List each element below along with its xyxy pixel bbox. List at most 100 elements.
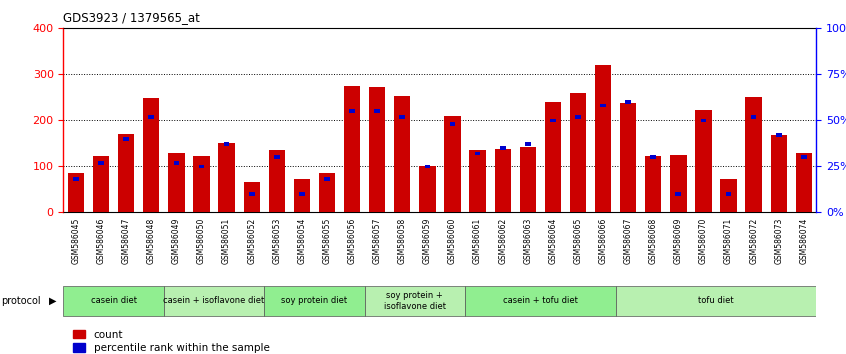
Bar: [645, 156, 662, 212]
Text: tofu diet: tofu diet: [698, 296, 733, 306]
Bar: [143, 98, 159, 212]
Text: ▶: ▶: [49, 296, 57, 306]
Bar: [776, 133, 782, 137]
Bar: [470, 150, 486, 212]
Bar: [616, 286, 816, 316]
Bar: [194, 156, 210, 212]
Text: GSM586071: GSM586071: [724, 218, 733, 264]
Text: GSM586073: GSM586073: [774, 218, 783, 264]
Text: soy protein diet: soy protein diet: [282, 296, 348, 306]
Bar: [500, 146, 506, 150]
Text: GSM586069: GSM586069: [674, 218, 683, 264]
Bar: [420, 166, 436, 212]
Text: GSM586056: GSM586056: [348, 218, 356, 264]
Bar: [294, 179, 310, 212]
Text: soy protein +
isoflavone diet: soy protein + isoflavone diet: [384, 291, 446, 310]
Bar: [68, 173, 84, 212]
Bar: [750, 115, 756, 119]
Text: GSM586049: GSM586049: [172, 218, 181, 264]
Bar: [620, 103, 636, 212]
Bar: [164, 286, 264, 316]
Bar: [444, 116, 460, 212]
Bar: [118, 134, 135, 212]
Text: GSM586046: GSM586046: [96, 218, 106, 264]
Bar: [745, 97, 761, 212]
Bar: [344, 86, 360, 212]
Text: GSM586066: GSM586066: [599, 218, 607, 264]
Bar: [550, 119, 556, 122]
Bar: [449, 122, 455, 126]
Bar: [721, 179, 737, 212]
Text: GSM586045: GSM586045: [72, 218, 80, 264]
Bar: [73, 177, 79, 181]
Bar: [495, 149, 511, 212]
Text: GSM586047: GSM586047: [122, 218, 130, 264]
Text: GSM586070: GSM586070: [699, 218, 708, 264]
Bar: [365, 286, 465, 316]
Text: protocol: protocol: [1, 296, 41, 306]
Bar: [299, 192, 305, 196]
Bar: [394, 96, 410, 212]
Text: GDS3923 / 1379565_at: GDS3923 / 1379565_at: [63, 11, 201, 24]
Bar: [575, 115, 581, 119]
Text: GSM586057: GSM586057: [373, 218, 382, 264]
Bar: [269, 150, 285, 212]
Bar: [801, 155, 807, 159]
Bar: [425, 165, 431, 168]
Bar: [771, 135, 787, 212]
Bar: [726, 192, 732, 196]
Bar: [124, 137, 129, 141]
Text: GSM586072: GSM586072: [750, 218, 758, 264]
Bar: [651, 155, 656, 159]
Bar: [199, 165, 205, 168]
Bar: [545, 102, 561, 212]
Text: GSM586067: GSM586067: [624, 218, 633, 264]
Bar: [218, 143, 234, 212]
Text: GSM586053: GSM586053: [272, 218, 281, 264]
Text: GSM586059: GSM586059: [423, 218, 431, 264]
Bar: [700, 119, 706, 122]
Text: GSM586054: GSM586054: [298, 218, 306, 264]
Bar: [374, 109, 380, 113]
Bar: [695, 110, 711, 212]
Bar: [519, 147, 536, 212]
Text: GSM586048: GSM586048: [147, 218, 156, 264]
Text: GSM586074: GSM586074: [799, 218, 808, 264]
Legend: count, percentile rank within the sample: count, percentile rank within the sample: [69, 326, 274, 354]
Bar: [244, 183, 260, 212]
Text: casein + isoflavone diet: casein + isoflavone diet: [163, 296, 265, 306]
Bar: [63, 286, 164, 316]
Bar: [399, 115, 405, 119]
Bar: [625, 100, 631, 104]
Text: GSM586051: GSM586051: [222, 218, 231, 264]
Bar: [670, 155, 686, 212]
Bar: [349, 109, 355, 113]
Bar: [525, 142, 530, 146]
Text: GSM586058: GSM586058: [398, 218, 407, 264]
Text: GSM586068: GSM586068: [649, 218, 657, 264]
Text: casein diet: casein diet: [91, 296, 137, 306]
Bar: [369, 87, 385, 212]
Bar: [595, 65, 611, 212]
Bar: [570, 93, 586, 212]
Bar: [324, 177, 330, 181]
Text: GSM586063: GSM586063: [524, 218, 532, 264]
Bar: [249, 192, 255, 196]
Bar: [465, 286, 616, 316]
Text: GSM586061: GSM586061: [473, 218, 482, 264]
Text: GSM586055: GSM586055: [322, 218, 332, 264]
Bar: [223, 142, 229, 146]
Text: GSM586050: GSM586050: [197, 218, 206, 264]
Bar: [168, 154, 184, 212]
Bar: [264, 286, 365, 316]
Bar: [93, 156, 109, 212]
Text: GSM586062: GSM586062: [498, 218, 507, 264]
Bar: [675, 192, 681, 196]
Bar: [319, 173, 335, 212]
Text: casein + tofu diet: casein + tofu diet: [503, 296, 578, 306]
Bar: [173, 161, 179, 165]
Bar: [274, 155, 280, 159]
Text: GSM586065: GSM586065: [574, 218, 582, 264]
Bar: [475, 152, 481, 155]
Bar: [796, 154, 812, 212]
